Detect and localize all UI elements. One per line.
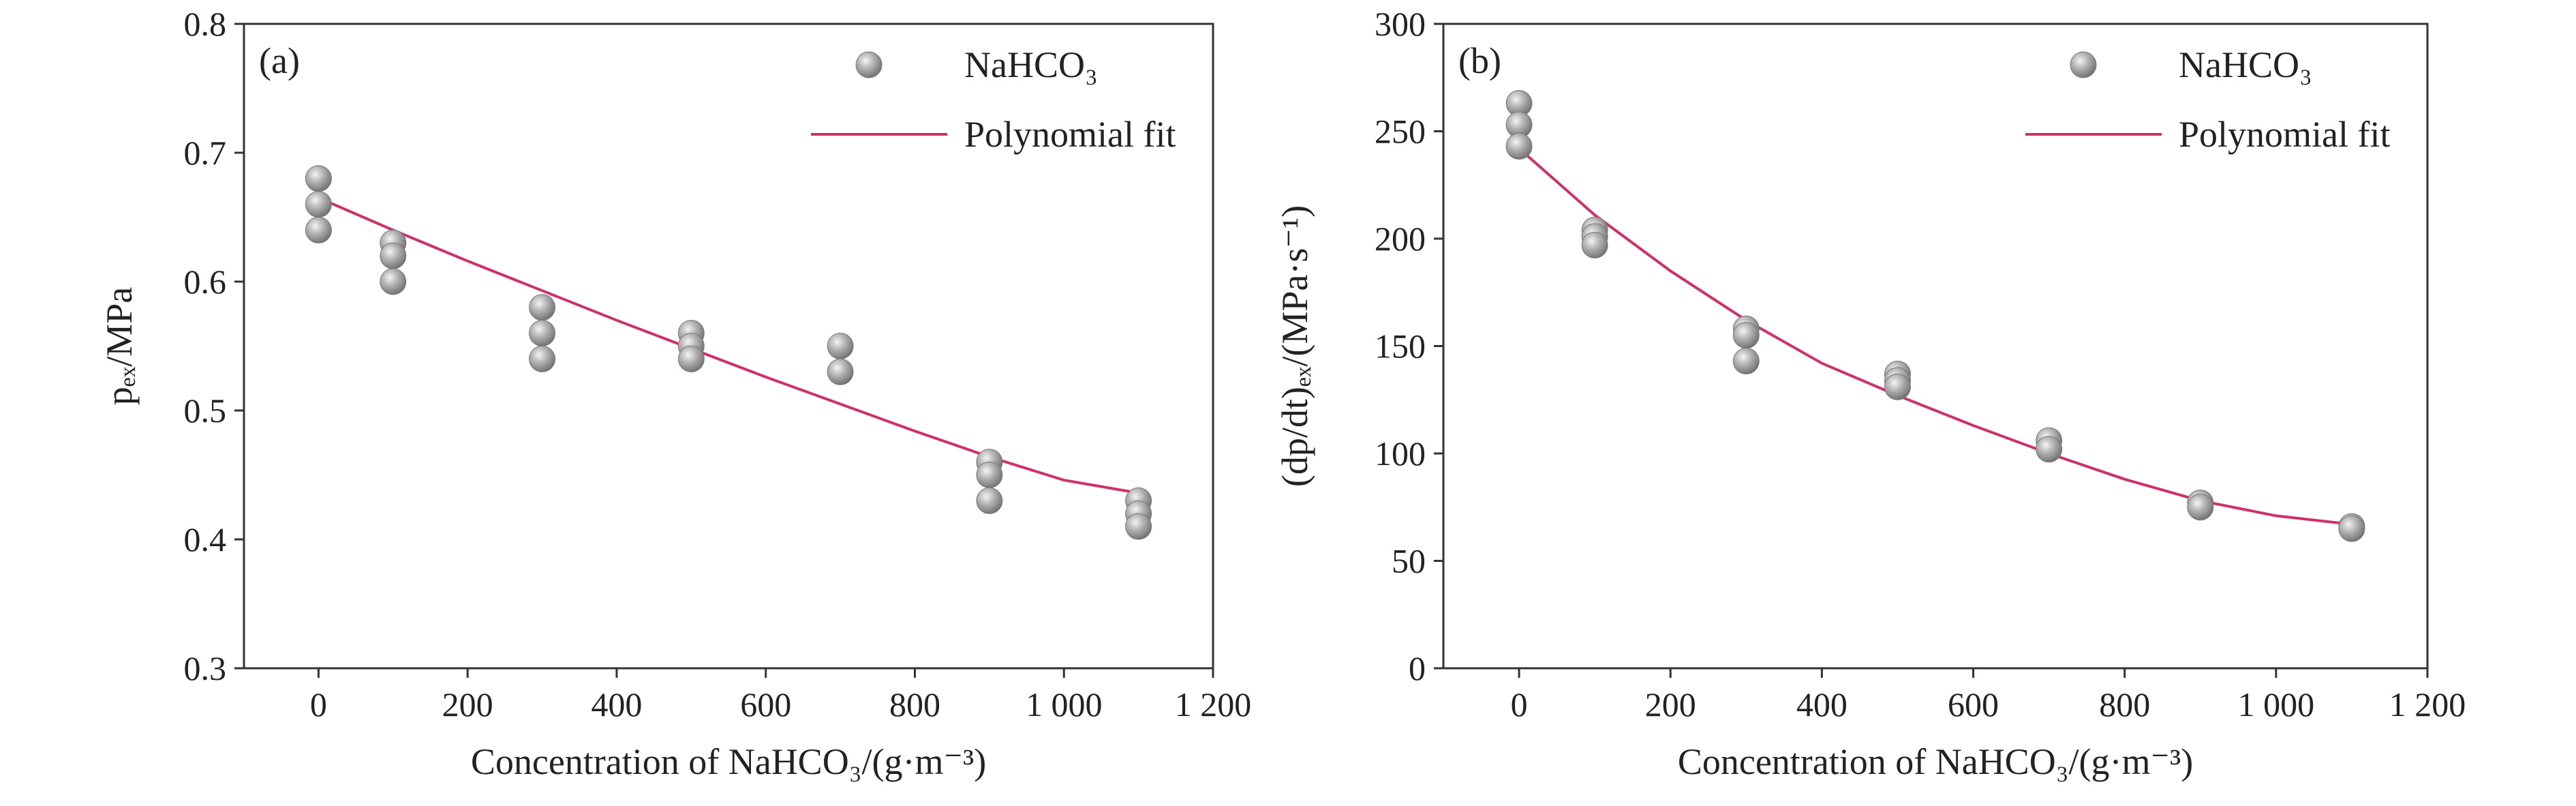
chart-panel-a: 0 200 400 600 800 1 000 1 200 0.3 0.4 0.5 0.6 0.7 0.… xyxy=(99,5,1251,782)
fit-line xyxy=(1518,147,2352,526)
data-point xyxy=(529,345,556,372)
legend-label-scatter: NaHCO₃ xyxy=(964,44,1098,85)
x-tick-label: 800 xyxy=(889,685,940,723)
x-tick-label: 600 xyxy=(740,685,791,723)
data-point xyxy=(529,320,556,347)
y-tick-label: 150 xyxy=(1375,327,1426,365)
y-tick-label: 300 xyxy=(1375,5,1426,43)
panel-label: (b) xyxy=(1458,40,1501,81)
x-tick-label: 1 200 xyxy=(1175,685,1252,723)
x-tick-label: 400 xyxy=(591,685,642,723)
data-point xyxy=(380,268,407,295)
x-axis-label: Concentration of NaHCO₃/(g·m⁻³) xyxy=(1678,741,2193,782)
y-tick-label: 0.5 xyxy=(184,391,227,430)
y-tick-label: 0 xyxy=(1409,649,1426,687)
data-point xyxy=(1732,348,1760,375)
y-tick-label: 0.8 xyxy=(184,5,227,43)
x-tick-label: 400 xyxy=(1796,685,1847,723)
data-point xyxy=(305,191,332,218)
data-point xyxy=(305,165,332,192)
data-point xyxy=(1505,133,1533,160)
data-point xyxy=(827,358,854,385)
data-point xyxy=(529,294,556,321)
data-point xyxy=(2036,436,2063,463)
legend-label-line: Polynomial fit xyxy=(2179,114,2391,155)
y-tick-label: 100 xyxy=(1375,434,1426,473)
legend-marker-scatter xyxy=(2070,51,2097,78)
legend-marker-scatter xyxy=(855,51,883,78)
data-point xyxy=(2338,515,2365,542)
y-tick-label: 200 xyxy=(1375,220,1426,258)
data-point xyxy=(1884,373,1911,400)
data-point xyxy=(305,216,332,243)
fit-line xyxy=(318,196,1139,494)
data-point xyxy=(380,242,407,269)
panel-label: (a) xyxy=(259,40,300,81)
legend-label-line: Polynomial fit xyxy=(964,114,1176,155)
legend-label-scatter: NaHCO₃ xyxy=(2179,44,2312,85)
x-tick-label: 800 xyxy=(2099,685,2150,723)
x-tick-label: 1 200 xyxy=(2389,685,2466,723)
x-tick-label: 600 xyxy=(1948,685,1999,723)
data-point xyxy=(1125,513,1152,540)
y-tick-label: 0.3 xyxy=(184,649,227,687)
data-point xyxy=(1732,322,1760,349)
data-point xyxy=(976,462,1003,488)
x-tick-label: 0 xyxy=(1511,685,1528,723)
x-tick-label: 1 000 xyxy=(2238,685,2315,723)
y-tick-label: 0.6 xyxy=(184,263,227,301)
data-point xyxy=(976,487,1003,514)
y-axis-label: pₑₓ/MPa xyxy=(99,287,140,406)
x-tick-label: 200 xyxy=(442,685,493,723)
chart-panel-b: 0 200 400 600 800 1 000 1 200 0 50 100 150 200 250 30… xyxy=(1274,5,2466,782)
x-tick-label: 200 xyxy=(1645,685,1696,723)
x-axis-label: Concentration of NaHCO₃/(g·m⁻³) xyxy=(471,741,986,782)
x-tick-label: 1 000 xyxy=(1026,685,1103,723)
data-point xyxy=(677,345,705,372)
data-point xyxy=(1581,231,1608,258)
data-point xyxy=(2187,494,2214,521)
data-point xyxy=(827,333,854,359)
y-tick-label: 0.4 xyxy=(184,520,227,558)
plot-frame xyxy=(243,23,1214,670)
x-tick-label: 0 xyxy=(310,685,327,723)
y-axis-label: (dp/dt)ₑₓ/(MPa·s⁻¹) xyxy=(1274,205,1315,487)
y-tick-label: 50 xyxy=(1392,542,1426,580)
y-tick-label: 0.7 xyxy=(184,134,227,172)
y-tick-label: 250 xyxy=(1375,113,1426,151)
